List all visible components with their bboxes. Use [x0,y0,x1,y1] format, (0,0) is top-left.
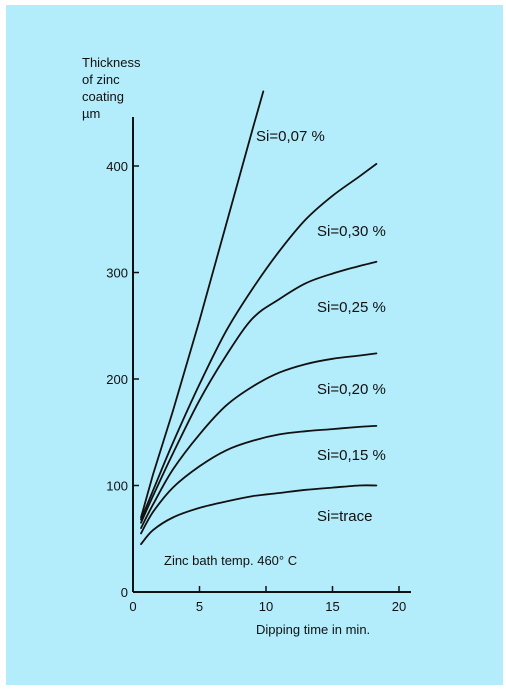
y-axis-title-line: µm [82,106,100,121]
x-tick-label: 20 [392,599,406,614]
x-tick-label: 5 [196,599,203,614]
tick-marks: 0 100 200 300 400 0 5 10 15 20 [106,159,406,614]
y-tick-label: 400 [106,159,128,174]
y-tick-label: 100 [106,479,128,494]
x-tick-label: 0 [129,599,136,614]
series-line [140,163,378,521]
axes [132,117,411,593]
x-tick-label: 15 [325,599,339,614]
series-label: Si=0,20 % [317,381,386,398]
series-label: Si=0,07 % [256,128,325,145]
series-labels: Si=0,07 % Si=0,30 % Si=0,25 % Si=0,20 % Si=0… [256,128,386,525]
x-tick-label: 10 [259,599,273,614]
series-label: Si=trace [317,508,372,525]
y-axis-title-line: coating [82,89,124,104]
x-axis-title: Dipping time in min. [256,622,370,637]
series-label: Si=0,15 % [317,447,386,464]
y-axis-title-line: Thickness [82,55,141,70]
series-line [140,260,378,524]
y-axis-title: Thickness of zinc coating µm [82,55,141,121]
chart-background [6,5,503,685]
y-tick-label: 200 [106,372,128,387]
series-line [140,352,378,529]
y-tick-label: 0 [121,585,128,600]
y-tick-label: 300 [106,266,128,281]
data-series [140,90,378,545]
series-line [140,425,378,535]
series-label: Si=0,30 % [317,223,386,240]
series-line [140,484,378,545]
y-axis-title-line: of zinc [82,72,120,87]
annotation-bath-temperature: Zinc bath temp. 460° C [164,553,297,568]
chart-panel: Thickness of zinc coating µm 01002003004… [6,5,503,685]
series-line [140,90,265,519]
series-label: Si=0,25 % [317,299,386,316]
